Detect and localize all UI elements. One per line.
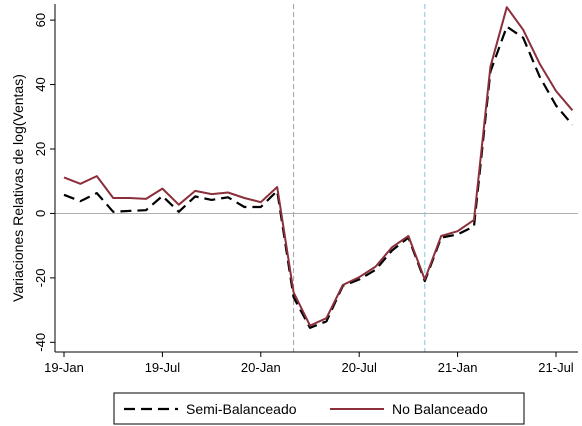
y-axis-title: Variaciones Relativas de log(Ventas) bbox=[10, 74, 26, 302]
y-tick-label: 20 bbox=[33, 142, 48, 156]
legend-label-semi-balanceado: Semi-Balanceado bbox=[186, 401, 297, 417]
y-tick-label: -20 bbox=[33, 268, 48, 287]
legend: Semi-Balanceado No Balanceado bbox=[113, 392, 525, 425]
y-tick-label: 60 bbox=[33, 13, 48, 27]
x-tick-label: 19-Jan bbox=[44, 360, 84, 375]
legend-label-no-balanceado: No Balanceado bbox=[392, 401, 488, 417]
y-tick-label: 40 bbox=[33, 77, 48, 91]
x-tick-label: 21-Jan bbox=[438, 360, 478, 375]
y-tick-label: -40 bbox=[33, 333, 48, 352]
x-tick-label: 20-Jul bbox=[341, 360, 377, 375]
x-tick-label: 20-Jan bbox=[241, 360, 281, 375]
x-tick-label: 19-Jul bbox=[145, 360, 181, 375]
reference-lines bbox=[55, 4, 578, 352]
x-tick-label: 21-Jul bbox=[538, 360, 574, 375]
ticks: -40 -20 0 20 40 60 19-Jan 19-Jul 20-Jan 20-Jul 21-… bbox=[33, 13, 574, 375]
axes bbox=[54, 4, 578, 353]
y-tick-label: 0 bbox=[33, 210, 48, 217]
series-line-no balanceado bbox=[63, 6, 574, 327]
series-line-semi-balanceado bbox=[63, 25, 574, 329]
legend-box bbox=[113, 392, 525, 425]
series-lines bbox=[63, 6, 574, 329]
